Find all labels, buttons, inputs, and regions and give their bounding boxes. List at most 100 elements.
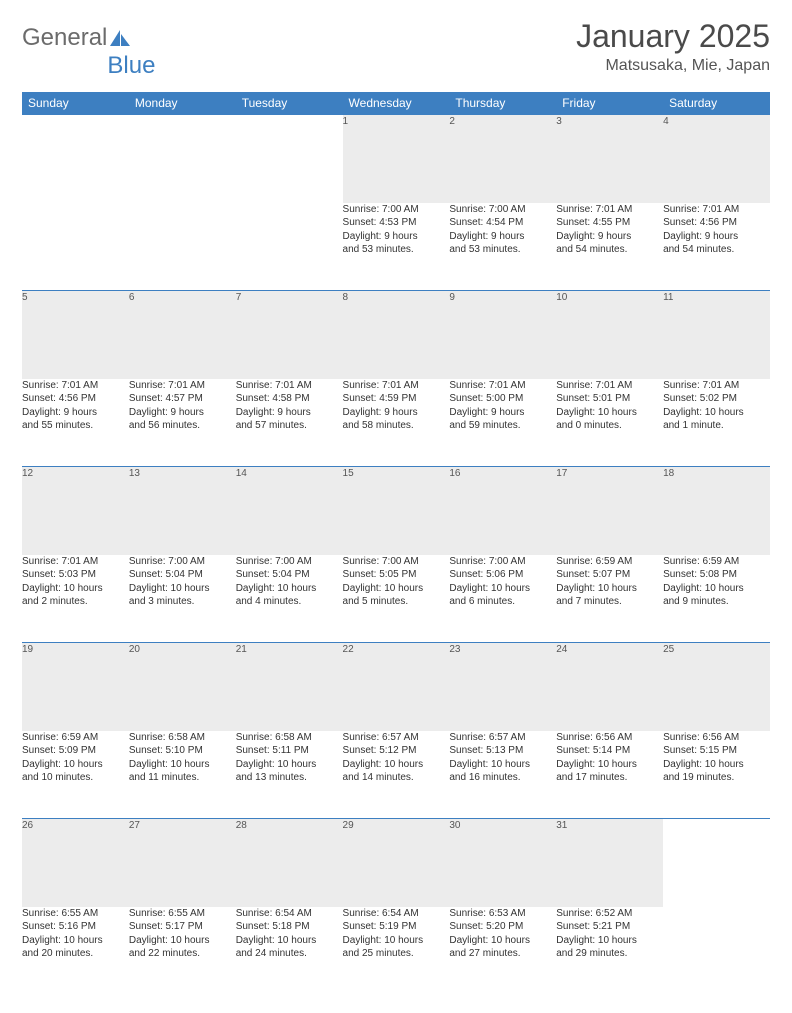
sunrise-text: Sunrise: 7:01 AM [129,379,236,393]
daylight-text: Daylight: 10 hours [22,758,129,772]
sunset-text: Sunset: 5:12 PM [343,744,450,758]
daylight-text: Daylight: 10 hours [556,406,663,420]
day-info-cell: Sunrise: 6:57 AMSunset: 5:12 PMDaylight:… [343,731,450,819]
brand-part2: Blue [107,52,155,79]
day-number-cell: 5 [22,291,129,379]
daynum-row: 567891011 [22,291,770,379]
sunrise-text: Sunrise: 6:58 AM [129,731,236,745]
day-info-cell: Sunrise: 6:59 AMSunset: 5:09 PMDaylight:… [22,731,129,819]
daylight-text: Daylight: 10 hours [129,934,236,948]
info-row: Sunrise: 7:00 AMSunset: 4:53 PMDaylight:… [22,203,770,291]
daylight-text: Daylight: 10 hours [556,934,663,948]
day-number-cell: 20 [129,643,236,731]
daylight-text: Daylight: 10 hours [343,582,450,596]
daylight-text: and 7 minutes. [556,595,663,609]
day-number-cell [663,819,770,907]
daylight-text: Daylight: 9 hours [22,406,129,420]
sunrise-text: Sunrise: 7:01 AM [449,379,556,393]
sunset-text: Sunset: 4:59 PM [343,392,450,406]
daylight-text: and 24 minutes. [236,947,343,961]
daylight-text: and 27 minutes. [449,947,556,961]
logo-sail-icon [109,29,131,47]
sunrise-text: Sunrise: 6:55 AM [129,907,236,921]
title-block: January 2025 Matsusaka, Mie, Japan [576,18,770,75]
daylight-text: and 0 minutes. [556,419,663,433]
sunset-text: Sunset: 5:04 PM [129,568,236,582]
daylight-text: and 54 minutes. [556,243,663,257]
sunrise-text: Sunrise: 6:59 AM [663,555,770,569]
sunset-text: Sunset: 5:04 PM [236,568,343,582]
daynum-row: 12131415161718 [22,467,770,555]
brand-part1: General [22,24,107,52]
sunrise-text: Sunrise: 6:54 AM [236,907,343,921]
sunrise-text: Sunrise: 7:01 AM [343,379,450,393]
day-number-cell: 13 [129,467,236,555]
day-number-cell: 15 [343,467,450,555]
day-info-cell: Sunrise: 7:01 AMSunset: 4:59 PMDaylight:… [343,379,450,467]
daylight-text: Daylight: 9 hours [663,230,770,244]
info-row: Sunrise: 6:59 AMSunset: 5:09 PMDaylight:… [22,731,770,819]
sunset-text: Sunset: 5:07 PM [556,568,663,582]
daylight-text: and 16 minutes. [449,771,556,785]
day-info-cell: Sunrise: 6:54 AMSunset: 5:19 PMDaylight:… [343,907,450,995]
day-info-cell: Sunrise: 7:01 AMSunset: 5:00 PMDaylight:… [449,379,556,467]
day-number-cell: 12 [22,467,129,555]
day-number-cell: 19 [22,643,129,731]
daylight-text: and 53 minutes. [343,243,450,257]
daylight-text: Daylight: 9 hours [449,230,556,244]
day-info-cell: Sunrise: 6:59 AMSunset: 5:07 PMDaylight:… [556,555,663,643]
sunset-text: Sunset: 4:53 PM [343,216,450,230]
day-info-cell: Sunrise: 7:01 AMSunset: 4:58 PMDaylight:… [236,379,343,467]
day-number-cell: 25 [663,643,770,731]
sunrise-text: Sunrise: 7:00 AM [129,555,236,569]
sunset-text: Sunset: 5:15 PM [663,744,770,758]
sunrise-text: Sunrise: 7:01 AM [556,203,663,217]
daylight-text: and 2 minutes. [22,595,129,609]
day-info-cell: Sunrise: 7:00 AMSunset: 4:54 PMDaylight:… [449,203,556,291]
daylight-text: Daylight: 10 hours [343,758,450,772]
day-info-cell [236,203,343,291]
sunrise-text: Sunrise: 6:55 AM [22,907,129,921]
day-info-cell: Sunrise: 6:55 AMSunset: 5:17 PMDaylight:… [129,907,236,995]
sunset-text: Sunset: 5:11 PM [236,744,343,758]
day-info-cell: Sunrise: 7:01 AMSunset: 5:01 PMDaylight:… [556,379,663,467]
daylight-text: Daylight: 10 hours [22,934,129,948]
sunrise-text: Sunrise: 7:00 AM [343,555,450,569]
sunrise-text: Sunrise: 6:56 AM [556,731,663,745]
daylight-text: Daylight: 10 hours [22,582,129,596]
daylight-text: Daylight: 9 hours [343,230,450,244]
day-number-cell: 22 [343,643,450,731]
sunrise-text: Sunrise: 7:00 AM [449,555,556,569]
sunset-text: Sunset: 4:54 PM [449,216,556,230]
day-number-cell: 3 [556,115,663,203]
day-number-cell: 16 [449,467,556,555]
day-info-cell: Sunrise: 6:57 AMSunset: 5:13 PMDaylight:… [449,731,556,819]
day-number-cell: 6 [129,291,236,379]
sunset-text: Sunset: 4:56 PM [663,216,770,230]
day-info-cell: Sunrise: 6:55 AMSunset: 5:16 PMDaylight:… [22,907,129,995]
daylight-text: Daylight: 9 hours [556,230,663,244]
day-number-cell: 30 [449,819,556,907]
daynum-row: 1234 [22,115,770,203]
sunrise-text: Sunrise: 7:01 AM [663,379,770,393]
sunrise-text: Sunrise: 6:54 AM [343,907,450,921]
sunrise-text: Sunrise: 6:57 AM [343,731,450,745]
day-info-cell: Sunrise: 6:52 AMSunset: 5:21 PMDaylight:… [556,907,663,995]
day-info-cell: Sunrise: 7:00 AMSunset: 4:53 PMDaylight:… [343,203,450,291]
daylight-text: and 10 minutes. [22,771,129,785]
sunrise-text: Sunrise: 6:59 AM [556,555,663,569]
sunrise-text: Sunrise: 7:01 AM [556,379,663,393]
daylight-text: and 55 minutes. [22,419,129,433]
weekday-header: Thursday [449,92,556,115]
daylight-text: and 53 minutes. [449,243,556,257]
day-number-cell: 29 [343,819,450,907]
sunset-text: Sunset: 4:55 PM [556,216,663,230]
day-number-cell [22,115,129,203]
weekday-header: Monday [129,92,236,115]
day-number-cell: 10 [556,291,663,379]
daylight-text: Daylight: 10 hours [449,582,556,596]
sunset-text: Sunset: 5:01 PM [556,392,663,406]
daylight-text: Daylight: 10 hours [236,582,343,596]
daylight-text: and 29 minutes. [556,947,663,961]
header: General Blue January 2025 Matsusaka, Mie… [22,18,770,80]
